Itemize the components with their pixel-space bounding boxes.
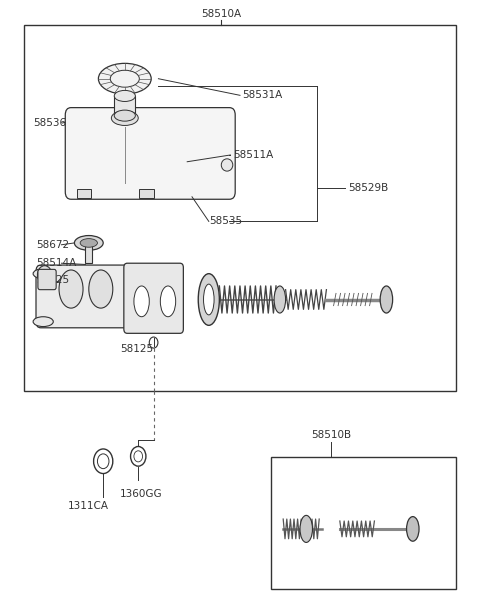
- Ellipse shape: [74, 236, 103, 250]
- Text: 58536: 58536: [34, 118, 67, 128]
- Text: 1360GG: 1360GG: [120, 490, 163, 499]
- Ellipse shape: [33, 317, 53, 327]
- Text: 58535: 58535: [209, 216, 242, 226]
- Text: 58514A: 58514A: [36, 258, 76, 268]
- Bar: [24, 25, 456, 391]
- Ellipse shape: [114, 110, 135, 121]
- FancyBboxPatch shape: [124, 263, 183, 333]
- Ellipse shape: [37, 266, 52, 284]
- Text: 58531A: 58531A: [242, 90, 283, 100]
- Text: 58510B: 58510B: [311, 430, 351, 440]
- Ellipse shape: [198, 274, 219, 325]
- FancyBboxPatch shape: [36, 265, 139, 328]
- Text: 1311CA: 1311CA: [68, 501, 109, 510]
- Text: 58672: 58672: [36, 240, 69, 250]
- FancyBboxPatch shape: [65, 108, 235, 199]
- Text: 58125: 58125: [120, 344, 154, 354]
- Text: 58510A: 58510A: [201, 9, 241, 18]
- Bar: [114, 96, 135, 116]
- Ellipse shape: [59, 270, 83, 308]
- Ellipse shape: [407, 517, 419, 541]
- Text: 58529B: 58529B: [348, 183, 388, 192]
- Ellipse shape: [98, 63, 151, 94]
- Ellipse shape: [134, 286, 149, 317]
- Ellipse shape: [80, 239, 97, 247]
- Bar: [77, 189, 91, 198]
- Ellipse shape: [114, 90, 135, 101]
- FancyBboxPatch shape: [38, 269, 56, 290]
- Ellipse shape: [111, 111, 138, 125]
- Ellipse shape: [89, 270, 113, 308]
- Ellipse shape: [380, 286, 393, 313]
- Ellipse shape: [204, 284, 214, 315]
- Text: 58511A: 58511A: [233, 150, 273, 160]
- Ellipse shape: [221, 159, 233, 171]
- Bar: [85, 244, 92, 263]
- Ellipse shape: [33, 269, 53, 279]
- Bar: [271, 457, 456, 589]
- Ellipse shape: [274, 286, 286, 313]
- Ellipse shape: [160, 286, 176, 317]
- Ellipse shape: [300, 515, 312, 542]
- Bar: [139, 189, 154, 198]
- Text: 58125: 58125: [36, 276, 69, 285]
